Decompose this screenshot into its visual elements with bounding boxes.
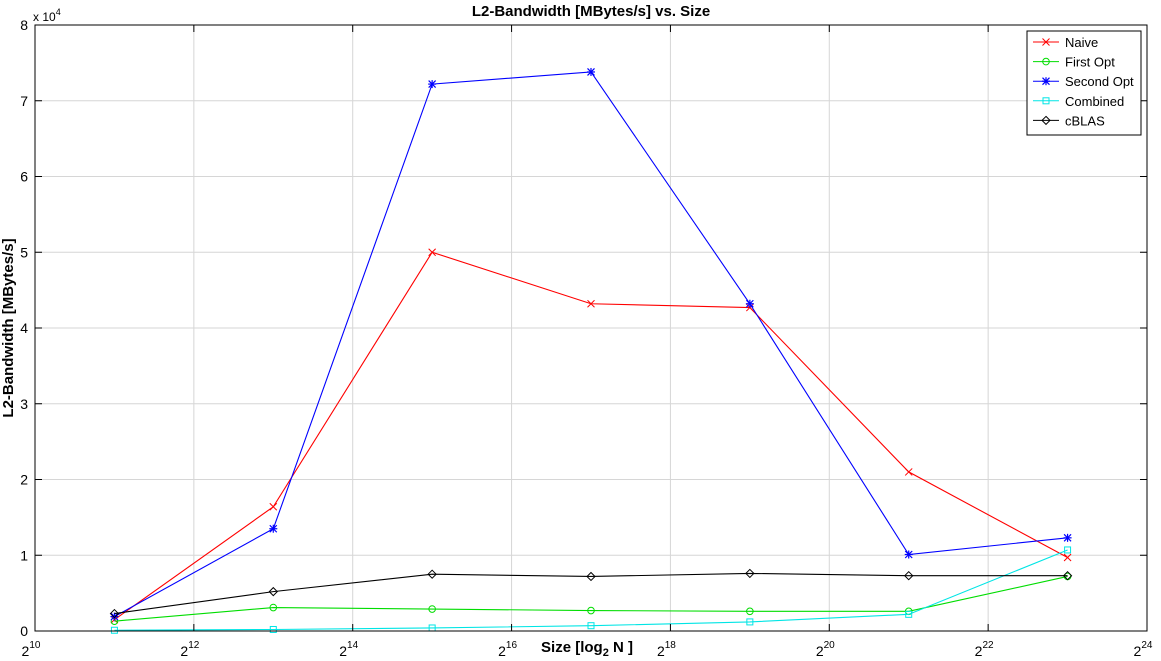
legend-label: First Opt — [1065, 55, 1115, 70]
data-point-naive — [904, 468, 913, 476]
legend-marker — [1042, 97, 1050, 105]
legend-item-cblas: cBLAS — [1033, 113, 1105, 128]
y-multiplier-exponent: 4 — [56, 7, 61, 17]
y-tick-label: 6 — [20, 169, 28, 185]
x-tick-label: 224 — [1134, 640, 1153, 659]
legend-marker — [1042, 57, 1050, 66]
chart-title: L2-Bandwidth [MBytes/s] vs. Size — [472, 3, 710, 20]
legend-item-second-opt: Second Opt — [1033, 74, 1134, 89]
data-point-cblas — [745, 568, 755, 579]
x-tick-base: 2 — [975, 643, 983, 659]
x-tick-exponent: 20 — [824, 640, 836, 651]
data-point-combined — [905, 610, 913, 618]
x-tick-base: 2 — [180, 643, 188, 659]
legend-item-naive: Naive — [1033, 35, 1098, 50]
x-tick-label: 222 — [975, 640, 994, 659]
data-point-cblas — [268, 586, 278, 597]
legend-marker — [1041, 115, 1051, 126]
x-tick-label: 214 — [339, 640, 358, 659]
x-tick-exponent: 24 — [1141, 640, 1153, 651]
x-tick-exponent: 18 — [665, 640, 677, 651]
x-axis-label-sub: 2 — [603, 647, 609, 659]
series-line-combined — [114, 549, 1068, 631]
x-tick-base: 2 — [657, 643, 665, 659]
data-point-second-opt — [1063, 533, 1072, 542]
data-point-cblas — [904, 570, 914, 581]
y-tick-label: 5 — [20, 244, 28, 260]
legend-label: Combined — [1065, 94, 1124, 109]
data-point-first-opt — [428, 605, 436, 613]
data-point-second-opt — [904, 550, 913, 559]
y-axis-label: L2-Bandwidth [MBytes/s] — [0, 238, 17, 417]
series-cblas — [109, 568, 1073, 619]
x-tick-label: 218 — [657, 640, 676, 659]
x-tick-exponent: 10 — [29, 640, 41, 651]
x-tick-label: 212 — [180, 640, 199, 659]
data-point-cblas — [1062, 570, 1073, 581]
y-tick-label: 4 — [20, 320, 28, 336]
data-point-naive — [587, 299, 595, 308]
x-axis-label-main: Size [log — [541, 639, 603, 656]
y-tick-label: 7 — [20, 93, 28, 109]
data-point-second-opt — [110, 612, 119, 621]
x-axis-label-tail: N ] — [609, 639, 633, 656]
data-point-naive — [269, 502, 278, 511]
y-tick-label: 2 — [20, 472, 28, 488]
x-axis-label: Size [log2 N ] — [541, 639, 633, 659]
data-point-second-opt — [745, 299, 754, 308]
data-point-combined — [269, 625, 277, 633]
y-tick-label: 3 — [20, 396, 28, 412]
y-tick-label: 1 — [20, 547, 28, 563]
data-point-cblas — [109, 608, 120, 619]
x-tick-base: 2 — [339, 643, 347, 659]
data-point-combined — [587, 622, 595, 630]
x-tick-label: 210 — [22, 640, 41, 659]
series-line-cblas — [114, 572, 1068, 615]
x-tick-exponent: 16 — [506, 640, 518, 651]
y-multiplier-prefix: x 10 — [33, 10, 56, 24]
data-point-cblas — [586, 571, 596, 582]
legend-marker — [1042, 77, 1050, 86]
data-point-second-opt — [428, 80, 437, 89]
y-multiplier-label: x 104 — [33, 7, 61, 24]
x-tick-exponent: 22 — [982, 640, 994, 651]
series-layer — [109, 67, 1073, 634]
y-tick-label: 8 — [20, 17, 28, 33]
data-point-second-opt — [587, 67, 595, 76]
data-point-second-opt — [269, 524, 278, 533]
data-point-naive — [428, 248, 436, 257]
data-point-naive — [1063, 553, 1072, 562]
x-tick-base: 2 — [498, 643, 506, 659]
data-point-first-opt — [746, 607, 754, 616]
legend: Naive First Opt Second Opt Combined cBLAS — [1026, 30, 1142, 136]
data-point-combined — [746, 618, 754, 626]
x-tick-label: 216 — [498, 640, 517, 659]
x-tick-label: 220 — [816, 640, 835, 659]
legend-label: Second Opt — [1065, 74, 1134, 89]
x-tick-exponent: 12 — [188, 640, 200, 651]
legend-label: cBLAS — [1065, 113, 1105, 128]
data-point-first-opt — [269, 603, 278, 612]
x-tick-exponent: 14 — [347, 640, 359, 651]
legend-marker — [1042, 38, 1050, 46]
data-point-combined — [110, 626, 118, 634]
x-tick-base: 2 — [22, 643, 30, 659]
y-tick-label: 0 — [20, 623, 28, 639]
data-point-first-opt — [587, 606, 595, 615]
series-second-opt — [110, 67, 1072, 621]
x-tick-base: 2 — [816, 643, 824, 659]
data-point-cblas — [427, 569, 437, 579]
legend-label: Naive — [1065, 35, 1098, 50]
legend-item-combined: Combined — [1033, 94, 1124, 109]
data-point-combined — [1064, 546, 1072, 554]
x-tick-base: 2 — [1134, 643, 1142, 659]
legend-item-first-opt: First Opt — [1033, 55, 1115, 70]
